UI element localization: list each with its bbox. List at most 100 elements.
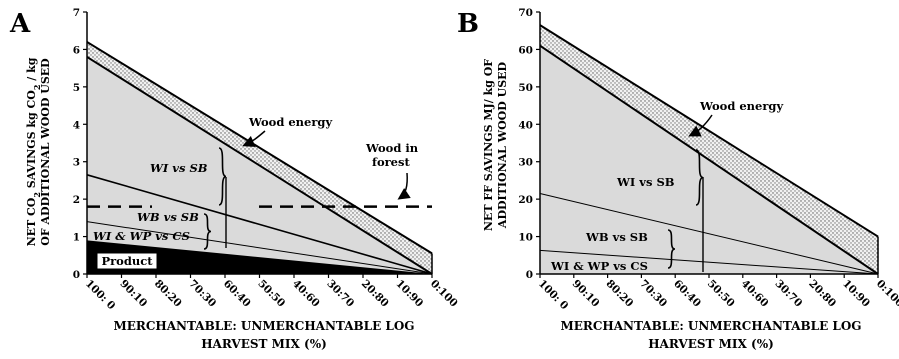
x-tick-label: 70:30 bbox=[186, 278, 218, 310]
x-tick-label: 100: 0 bbox=[83, 278, 117, 312]
x-tick-label: 30:70 bbox=[324, 278, 356, 310]
panel-a-wb-vs-sb-label: WB vs SB bbox=[137, 210, 199, 224]
x-tick-group: 70:30 bbox=[186, 278, 218, 310]
y-tick-label: 40 bbox=[518, 119, 533, 131]
panel-a-letter: A bbox=[9, 9, 31, 39]
panel-a-wi-wp-vs-cs-line bbox=[86, 221, 433, 275]
x-tick-group: 60:40 bbox=[221, 278, 253, 310]
panel-b-x-ticks: 100: 0 90:10 80:20 70:30 60:40 50:50 40:60 30:7… bbox=[536, 274, 899, 312]
x-tick-group: 10:90 bbox=[840, 278, 872, 310]
x-tick-label: 80:20 bbox=[603, 278, 635, 310]
x-tick-label: 0:100 bbox=[874, 278, 899, 310]
panel-a-ylabel-l2: OF ADDITIONAL WOOD USED bbox=[39, 58, 52, 246]
x-tick-group: 100: 0 bbox=[83, 278, 117, 312]
panel-a-ylabel-sub2: 2 bbox=[32, 85, 42, 91]
y-tick-label: 70 bbox=[518, 7, 533, 19]
y-tick-label: 0 bbox=[73, 269, 80, 281]
y-tick-label: 1 bbox=[73, 232, 80, 244]
x-tick-group: 80:20 bbox=[603, 278, 635, 310]
panel-a-wi-vs-sb-label: WI vs SB bbox=[150, 161, 208, 175]
panel-a-y-axis-title: NET CO2 SAVINGS kg CO2 / kg OF ADDITIONA… bbox=[25, 57, 52, 246]
panel-b-letter: B bbox=[457, 9, 479, 39]
panel-a-ylabel-end: / kg bbox=[25, 57, 38, 84]
y-tick-label: 3 bbox=[73, 157, 80, 169]
x-tick-label: 90:10 bbox=[117, 278, 149, 310]
x-tick-group: 30:70 bbox=[772, 278, 804, 310]
x-tick-group: 90:10 bbox=[570, 278, 602, 310]
panel-a-wood-in-forest-label-2: forest bbox=[372, 155, 410, 169]
x-tick-label: 10:90 bbox=[393, 278, 425, 310]
panel-a-x-axis-title-2: HARVEST MIX (%) bbox=[201, 337, 327, 351]
x-tick-group: 40:60 bbox=[290, 278, 322, 310]
panel-a-wood-energy-band bbox=[87, 41, 432, 274]
x-tick-group: 10:90 bbox=[393, 278, 425, 310]
x-tick-group: 0:100 bbox=[874, 278, 899, 310]
panel-a-product-box bbox=[96, 252, 158, 270]
panel-b-x-axis-title-1: MERCHANTABLE: UNMERCHANTABLE LOG bbox=[560, 319, 861, 333]
x-tick-label: 50:50 bbox=[255, 278, 287, 310]
x-tick-label: 0:100 bbox=[428, 278, 460, 310]
y-tick-label: 30 bbox=[518, 157, 533, 169]
panel-b-wb-vs-sb-line bbox=[539, 193, 879, 275]
panel-b-ylabel-l1: NET FF SAVINGS MJ/ kg OF bbox=[482, 59, 495, 231]
panel-b-wood-energy-line bbox=[539, 24, 879, 238]
panel-a-wood-in-forest-label-1: Wood in bbox=[365, 141, 419, 155]
panel-b-braces bbox=[667, 149, 704, 272]
panel-b-wood-energy-band bbox=[540, 25, 878, 274]
panel-b-y-axis-title: NET FF SAVINGS MJ/ kg OF ADDITIONAL WOOD… bbox=[482, 59, 509, 231]
x-tick-label: 40:60 bbox=[739, 278, 771, 310]
y-tick-label: 6 bbox=[73, 44, 80, 56]
x-tick-label: 40:60 bbox=[290, 278, 322, 310]
panel-a-ylabel-sub1: 2 bbox=[32, 192, 42, 198]
panel-a-y-ticks: 0 1 2 3 4 5 6 7 bbox=[73, 7, 87, 281]
panel-b-wb-brace bbox=[667, 229, 676, 269]
panel-a-x-axis-title-1: MERCHANTABLE: UNMERCHANTABLE LOG bbox=[113, 319, 414, 333]
y-tick-label: 50 bbox=[518, 82, 533, 94]
x-tick-label: 70:30 bbox=[637, 278, 669, 310]
x-tick-group: 20:80 bbox=[806, 278, 838, 310]
y-tick-label: 60 bbox=[518, 44, 533, 56]
y-tick-label: 2 bbox=[73, 194, 80, 206]
x-tick-group: 100: 0 bbox=[536, 278, 570, 312]
x-tick-group: 20:80 bbox=[359, 278, 391, 310]
panel-b-y-ticks: 0 10 20 30 40 50 60 70 bbox=[518, 7, 540, 281]
x-tick-label: 50:50 bbox=[705, 278, 737, 310]
panel-b-wi-wp-vs-cs-label: WI & WP vs CS bbox=[550, 259, 648, 273]
panel-b-wood-energy-label: Wood energy bbox=[699, 99, 783, 113]
panel-a-x-ticks: 100: 0 90:10 80:20 70:30 60:40 50:50 40:60 30:7… bbox=[83, 274, 460, 312]
panel-a-wood-energy-line bbox=[86, 41, 433, 255]
panel-a-wb-vs-sb-line bbox=[86, 174, 433, 275]
panel-a-ylabel-l1: NET CO bbox=[25, 197, 38, 246]
panel-b-wi-wp-vs-cs-line bbox=[539, 249, 879, 275]
x-tick-group: 30:70 bbox=[324, 278, 356, 310]
x-tick-group: 80:20 bbox=[152, 278, 184, 310]
y-tick-label: 7 bbox=[73, 7, 80, 19]
panel-a-chart: A NET CO2 SAVINGS kg CO2 / kg OF ADDITIO… bbox=[9, 7, 460, 351]
x-tick-group: 70:30 bbox=[637, 278, 669, 310]
panel-b-wb-vs-sb-label: WB vs SB bbox=[585, 230, 648, 244]
x-tick-label: 90:10 bbox=[570, 278, 602, 310]
x-tick-group: 0:100 bbox=[428, 278, 460, 310]
panel-b-chart: B NET FF SAVINGS MJ/ kg OF ADDITIONAL WO… bbox=[457, 7, 899, 351]
panel-a-product-area bbox=[87, 240, 432, 274]
x-tick-label: 20:80 bbox=[806, 278, 838, 310]
panel-b-wi-vs-sb-label: WI vs SB bbox=[616, 175, 675, 189]
x-tick-label: 20:80 bbox=[359, 278, 391, 310]
panel-a-wi-brace bbox=[218, 147, 227, 206]
panel-a-wi-vs-sb-line bbox=[86, 56, 433, 275]
x-tick-label: 60:40 bbox=[671, 278, 703, 310]
x-tick-group: 60:40 bbox=[671, 278, 703, 310]
panel-b-wi-vs-sb-line bbox=[539, 44, 879, 275]
panel-a-braces bbox=[203, 147, 227, 250]
x-tick-label: 30:70 bbox=[772, 278, 804, 310]
x-tick-label: 10:90 bbox=[840, 278, 872, 310]
y-tick-label: 0 bbox=[526, 269, 533, 281]
panel-a-wi-wp-vs-cs-label: WI & WP vs CS bbox=[93, 229, 190, 243]
panel-b-wood-energy-arrow bbox=[688, 114, 713, 137]
x-tick-label: 60:40 bbox=[221, 278, 253, 310]
x-tick-group: 50:50 bbox=[255, 278, 287, 310]
panel-a-product-label: Product bbox=[101, 254, 153, 268]
panel-b-x-axis-title-2: HARVEST MIX (%) bbox=[648, 337, 774, 351]
panel-a-wood-energy-label: Wood energy bbox=[248, 115, 332, 129]
